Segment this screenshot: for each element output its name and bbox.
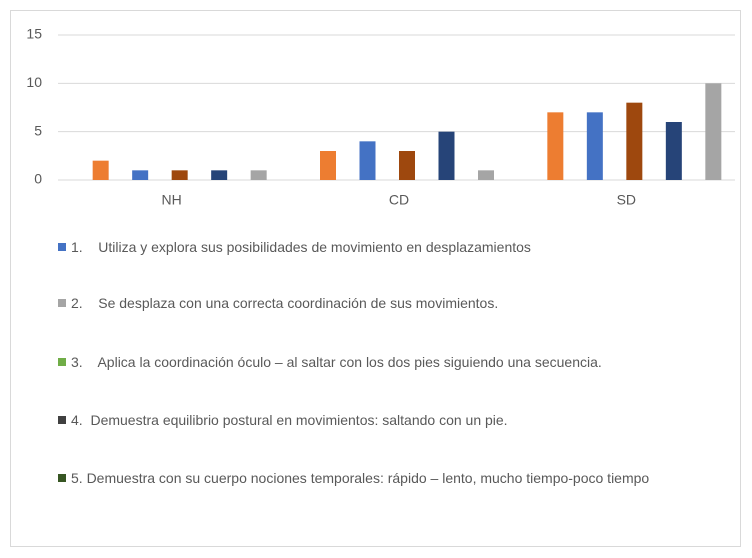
y-tick-label: 15: [26, 26, 42, 42]
bar: [478, 170, 494, 180]
bar: [665, 122, 682, 180]
y-tick-label: 5: [34, 122, 42, 138]
bar: [250, 170, 267, 180]
legend-swatch: [58, 299, 66, 307]
legend-swatch: [58, 474, 66, 482]
bar: [92, 160, 109, 180]
bar: [171, 170, 188, 180]
bar: [359, 141, 376, 180]
legend-swatch: [58, 358, 66, 366]
bar: [547, 112, 564, 180]
bar: [626, 102, 643, 180]
legend-item: 1. Utiliza y explora sus posibilidades d…: [58, 236, 708, 258]
bar: [586, 112, 603, 180]
legend-item: 2. Se desplaza con una correcta coordina…: [58, 292, 708, 314]
x-tick-label: CD: [389, 192, 409, 208]
legend-text: 2. Se desplaza con una correcta coordina…: [71, 295, 499, 311]
bar: [399, 151, 415, 180]
y-tick-label: 10: [26, 74, 42, 90]
chart-border: [10, 10, 741, 547]
legend-item: 3. Aplica la coordinación óculo – al sal…: [58, 351, 708, 373]
legend-item: 4. Demuestra equilibrio postural en movi…: [58, 409, 708, 431]
legend-text: 1. Utiliza y explora sus posibilidades d…: [71, 239, 531, 255]
legend-item: 5. Demuestra con su cuerpo nociones temp…: [58, 467, 708, 489]
bar: [132, 170, 149, 180]
bar: [438, 131, 455, 180]
legend-text: 3. Aplica la coordinación óculo – al sal…: [71, 354, 602, 370]
bar: [320, 151, 336, 180]
legend-text: 4. Demuestra equilibrio postural en movi…: [71, 412, 508, 428]
x-tick-label: NH: [162, 192, 182, 208]
legend-swatch: [58, 243, 66, 251]
x-tick-label: SD: [617, 192, 636, 208]
bar: [211, 170, 228, 180]
legend-swatch: [58, 416, 66, 424]
bar: [705, 83, 722, 180]
y-tick-label: 0: [34, 171, 42, 187]
legend-text: 5. Demuestra con su cuerpo nociones temp…: [71, 470, 650, 486]
